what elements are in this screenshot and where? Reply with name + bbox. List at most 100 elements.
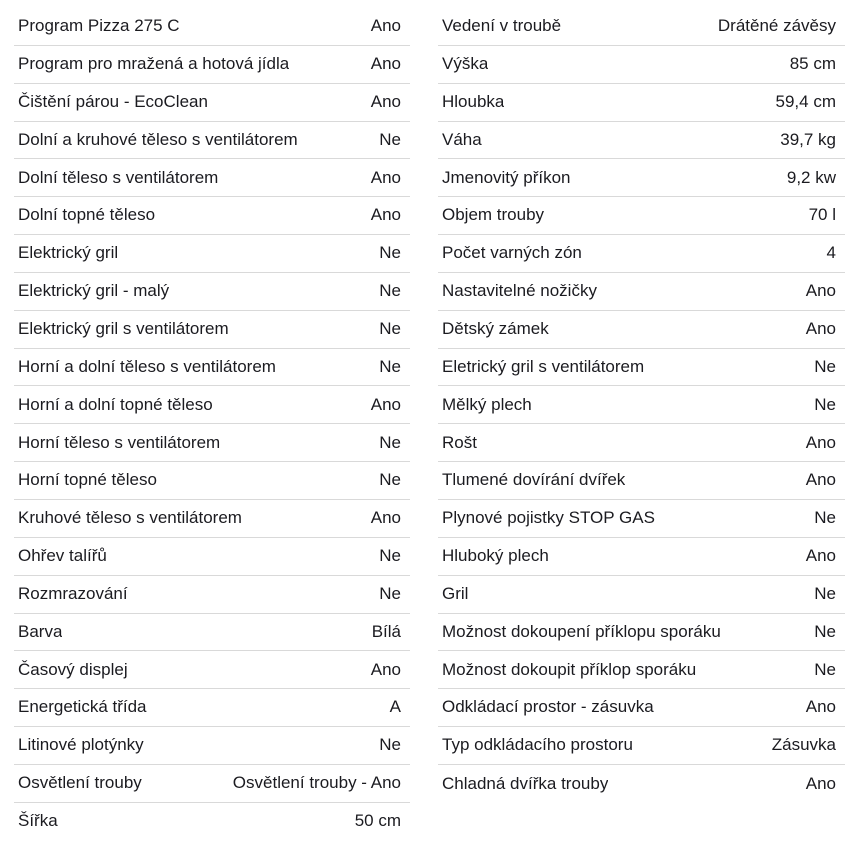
- spec-row: Šířka 50 cm: [14, 803, 410, 841]
- spec-row: Barva Bílá: [14, 614, 410, 652]
- spec-value: Ano: [805, 697, 836, 717]
- spec-value: Osvětlení trouby - Ano: [232, 773, 401, 793]
- spec-row: Hluboký plech Ano: [438, 538, 845, 576]
- spec-value: Ne: [814, 621, 836, 641]
- spec-row: Kruhové těleso s ventilátorem Ano: [14, 500, 410, 538]
- spec-value: Ano: [805, 470, 836, 490]
- spec-label: Ohřev talířů: [18, 546, 107, 566]
- spec-label: Horní topné těleso: [18, 470, 157, 490]
- spec-value: Ne: [379, 281, 401, 301]
- spec-value: Ano: [370, 91, 401, 111]
- spec-value: Ano: [805, 546, 836, 566]
- spec-label: Možnost dokoupit příklop sporáku: [442, 659, 697, 679]
- spec-label: Horní a dolní těleso s ventilátorem: [18, 356, 276, 376]
- spec-value: Ano: [370, 16, 401, 36]
- spec-row: Typ odkládacího prostoru Zásuvka: [438, 727, 845, 765]
- spec-label: Gril: [442, 583, 469, 603]
- spec-label: Elektrický gril: [18, 243, 119, 263]
- spec-value: Ne: [814, 508, 836, 528]
- spec-label: Dolní topné těleso: [18, 205, 156, 225]
- spec-row: Dolní těleso s ventilátorem Ano: [14, 159, 410, 198]
- spec-row: Vedení v troubě Drátěné závěsy: [438, 8, 845, 46]
- spec-label: Litinové plotýnky: [18, 735, 144, 755]
- spec-row: Litinové plotýnky Ne: [14, 727, 410, 765]
- spec-label: Energetická třída: [18, 697, 147, 717]
- spec-row: Dětský zámek Ano: [438, 311, 845, 349]
- spec-value: 4: [826, 243, 836, 263]
- spec-label: Časový displej: [18, 659, 128, 679]
- spec-value: Ne: [379, 470, 401, 490]
- spec-label: Eletrický gril s ventilátorem: [442, 356, 645, 376]
- spec-label: Počet varných zón: [442, 243, 582, 263]
- spec-row: Čištění párou - EcoClean Ano: [14, 84, 410, 122]
- spec-value: Ne: [379, 735, 401, 755]
- spec-label: Dolní těleso s ventilátorem: [18, 167, 219, 187]
- spec-label: Váha: [442, 129, 482, 149]
- spec-value: Ne: [814, 394, 836, 414]
- spec-label: Možnost dokoupení příklopu sporáku: [442, 621, 721, 641]
- spec-value: Ano: [370, 394, 401, 414]
- spec-row: Eletrický gril s ventilátorem Ne: [438, 349, 845, 387]
- spec-row: Odkládací prostor - zásuvka Ano: [438, 689, 845, 728]
- spec-value: Ano: [370, 659, 401, 679]
- spec-value: Drátěné závěsy: [717, 16, 836, 36]
- spec-value: Ne: [814, 583, 836, 603]
- spec-row: Elektrický gril Ne: [14, 235, 410, 273]
- spec-label: Elektrický gril s ventilátorem: [18, 318, 229, 338]
- spec-column-right: Vedení v troubě Drátěné závěsy Výška 85 cm H…: [438, 8, 845, 803]
- spec-row: Mělký plech Ne: [438, 386, 845, 425]
- spec-value: 85 cm: [789, 54, 836, 74]
- spec-row: Elektrický gril - malý Ne: [14, 273, 410, 311]
- spec-label: Horní těleso s ventilátorem: [18, 432, 221, 452]
- spec-label: Tlumené dovírání dvířek: [442, 470, 626, 490]
- spec-value: Zásuvka: [771, 735, 836, 755]
- spec-row: Nastavitelné nožičky Ano: [438, 273, 845, 311]
- spec-label: Program Pizza 275 C: [18, 16, 180, 36]
- spec-row: Váha 39,7 kg: [438, 122, 845, 160]
- spec-value: Ano: [805, 432, 836, 452]
- spec-value: 59,4 cm: [775, 91, 836, 111]
- spec-label: Jmenovitý příkon: [442, 167, 571, 187]
- spec-row: Elektrický gril s ventilátorem Ne: [14, 311, 410, 349]
- spec-row: Tlumené dovírání dvířek Ano: [438, 462, 845, 500]
- spec-value: 70 l: [808, 205, 836, 225]
- spec-value: Ano: [805, 318, 836, 338]
- spec-label: Osvětlení trouby: [18, 773, 142, 793]
- spec-value: Ne: [379, 129, 401, 149]
- spec-label: Nastavitelné nožičky: [442, 281, 597, 301]
- spec-row: Horní těleso s ventilátorem Ne: [14, 424, 410, 463]
- spec-row: Jmenovitý příkon 9,2 kw: [438, 159, 845, 198]
- spec-value: Ne: [814, 356, 836, 376]
- spec-value: Ne: [379, 583, 401, 603]
- spec-row: Hloubka 59,4 cm: [438, 84, 845, 122]
- spec-label: Typ odkládacího prostoru: [442, 735, 633, 755]
- spec-row: Horní a dolní těleso s ventilátorem Ne: [14, 349, 410, 387]
- spec-value: Ne: [379, 356, 401, 376]
- spec-label: Výška: [442, 54, 489, 74]
- spec-label: Dolní a kruhové těleso s ventilátorem: [18, 129, 298, 149]
- spec-label: Rošt: [442, 432, 477, 452]
- spec-value: Ano: [805, 281, 836, 301]
- spec-row: Program pro mražená a hotová jídla Ano: [14, 46, 410, 84]
- spec-value: Ne: [379, 432, 401, 452]
- spec-row: Počet varných zón 4: [438, 235, 845, 273]
- spec-label: Program pro mražená a hotová jídla: [18, 54, 290, 74]
- spec-row: Energetická třída A: [14, 689, 410, 728]
- spec-value: 50 cm: [354, 811, 401, 831]
- spec-label: Odkládací prostor - zásuvka: [442, 697, 654, 717]
- spec-row: Časový displej Ano: [14, 651, 410, 690]
- spec-value: Ne: [814, 659, 836, 679]
- spec-row: Plynové pojistky STOP GAS Ne: [438, 500, 845, 538]
- spec-row: Chladná dvířka trouby Ano: [438, 765, 845, 803]
- spec-value: Bílá: [371, 621, 401, 641]
- spec-label: Šířka: [18, 811, 58, 831]
- spec-label: Plynové pojistky STOP GAS: [442, 508, 655, 528]
- spec-value: Ano: [805, 773, 836, 793]
- spec-value: Ano: [370, 167, 401, 187]
- spec-row: Dolní topné těleso Ano: [14, 197, 410, 236]
- spec-row: Rozmrazování Ne: [14, 576, 410, 614]
- spec-row: Rošt Ano: [438, 424, 845, 463]
- spec-row: Ohřev talířů Ne: [14, 538, 410, 576]
- spec-value: Ano: [370, 508, 401, 528]
